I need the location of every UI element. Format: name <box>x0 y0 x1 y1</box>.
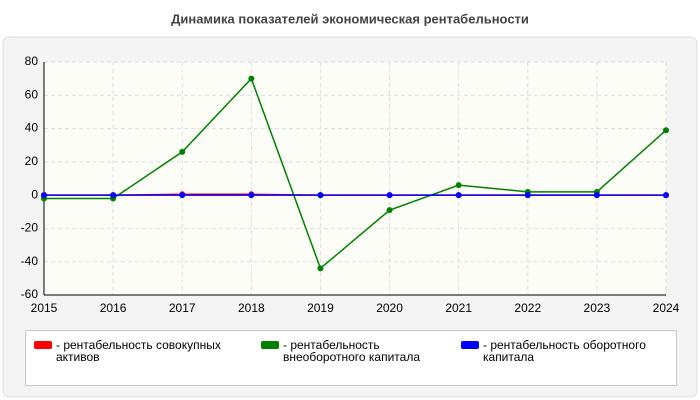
y-tick-label: -40 <box>21 254 39 268</box>
x-tick-label: 2023 <box>584 301 611 315</box>
x-tick-label: 2020 <box>376 301 403 315</box>
data-point <box>386 207 393 214</box>
data-point <box>593 192 600 199</box>
data-point <box>179 192 186 199</box>
x-tick-label: 2022 <box>514 301 541 315</box>
data-point <box>110 192 117 199</box>
data-point <box>455 192 462 199</box>
data-point <box>663 127 669 134</box>
y-tick-label: 80 <box>25 54 39 68</box>
legend-label: - рентабельность совокупных активов <box>56 338 221 364</box>
x-tick-label: 2019 <box>307 301 334 315</box>
y-tick-label: 60 <box>25 87 39 101</box>
y-tick-label: 20 <box>25 154 39 168</box>
x-tick-label: 2018 <box>238 301 265 315</box>
y-tick-label: -60 <box>21 287 39 301</box>
legend-swatch <box>261 341 279 349</box>
legend: - рентабельность совокупных активов - рен… <box>25 330 677 386</box>
legend-item: - рентабельность совокупных активов <box>34 339 243 363</box>
series-line <box>44 77 667 270</box>
data-point <box>524 192 531 199</box>
x-tick-label: 2021 <box>445 301 472 315</box>
y-tick-label: -20 <box>21 221 39 235</box>
x-tick-label: 2016 <box>100 301 127 315</box>
legend-label: - рентабельность внеоборотного капитала <box>283 338 420 364</box>
data-point <box>248 192 255 199</box>
data-point <box>179 148 186 155</box>
chart-title: Динамика показателей экономическая рента… <box>171 11 529 26</box>
y-tick-label: 0 <box>31 187 38 201</box>
x-tick-label: 2017 <box>169 301 196 315</box>
x-tick-label: 2024 <box>653 301 680 315</box>
legend-swatch <box>34 341 52 349</box>
data-point <box>317 265 324 272</box>
legend-label: - рентабельность оборотного капитала <box>483 338 646 364</box>
legend-item: - рентабельность оборотного капитала <box>461 339 670 363</box>
data-point <box>386 192 393 199</box>
data-point <box>41 192 47 199</box>
data-point <box>317 192 324 199</box>
legend-swatch <box>461 341 479 349</box>
legend-item: - рентабельность внеоборотного капитала <box>261 339 445 363</box>
y-tick-label: 40 <box>25 121 39 135</box>
x-tick-label: 2015 <box>31 301 58 315</box>
data-point <box>248 75 255 82</box>
data-point <box>663 192 669 199</box>
plot-area <box>44 62 666 295</box>
data-point <box>455 182 462 189</box>
